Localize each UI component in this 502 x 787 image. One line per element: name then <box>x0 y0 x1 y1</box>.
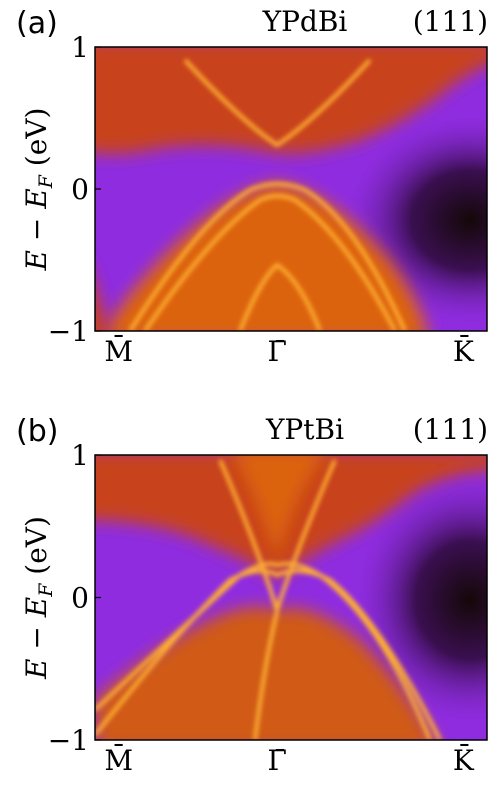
y-axis-label-part: (eV) <box>20 516 53 584</box>
x-tick-label: K̄ <box>453 334 475 368</box>
spectral-map <box>80 450 502 750</box>
y-axis-label-part: F <box>35 583 57 598</box>
x-tick-label: Γ̄ <box>268 744 287 777</box>
y-tick-label: 0 <box>71 173 89 206</box>
panel-label: (b) <box>16 414 58 449</box>
chart-title: YPtBi <box>265 413 344 446</box>
y-tick-label: −1 <box>48 724 89 757</box>
x-tick-label: K̄ <box>453 743 475 777</box>
chart-subtitle: (111) <box>413 413 488 446</box>
y-tick-label: −1 <box>48 315 89 348</box>
y-tick-label: 0 <box>71 582 89 615</box>
x-tick-label: Γ̄ <box>268 335 287 368</box>
figure: (a)YPdBi(111)−101E − EF (eV)M̄Γ̄K̄(b)YPt… <box>0 0 502 787</box>
x-tick-label: M̄ <box>104 334 133 368</box>
y-tick-label: 1 <box>71 439 89 472</box>
y-axis-label-part: E − E <box>20 188 53 271</box>
y-axis-label: E − EF (eV) <box>20 108 57 272</box>
chart-subtitle: (111) <box>413 5 488 38</box>
y-axis-label-part: F <box>35 174 57 189</box>
x-tick-label: M̄ <box>104 743 133 777</box>
spectral-map <box>80 40 502 340</box>
panel-label: (a) <box>16 6 58 41</box>
y-axis-label: E − EF (eV) <box>20 516 57 680</box>
y-axis-label-part: E − E <box>20 597 53 680</box>
chart-title: YPdBi <box>262 5 348 38</box>
y-tick-label: 1 <box>71 31 89 64</box>
y-axis-label-part: (eV) <box>20 108 53 176</box>
